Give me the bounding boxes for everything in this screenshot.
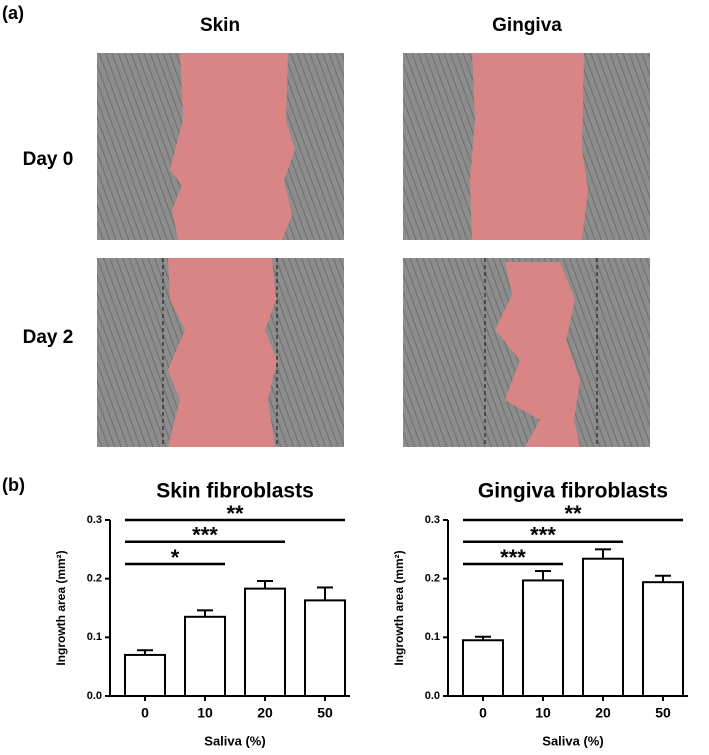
column-header: Skin — [200, 15, 240, 36]
chart-title: Gingiva fibroblasts — [478, 480, 668, 503]
row-label: Day 0 — [23, 149, 74, 170]
x-tick-label: 10 — [197, 705, 213, 721]
significance-label: *** — [500, 545, 526, 570]
x-tick-label: 50 — [655, 705, 671, 721]
micrograph — [97, 53, 344, 240]
micrograph — [97, 258, 344, 447]
significance-label: ** — [226, 501, 244, 526]
y-tick-label: 0.1 — [87, 631, 102, 643]
micrograph — [403, 258, 650, 447]
y-tick-label: 0.0 — [425, 690, 440, 702]
chart-title: Skin fibroblasts — [156, 480, 314, 503]
x-axis-label: Saliva (%) — [542, 733, 603, 748]
panel-label: (a) — [2, 3, 24, 23]
bar — [124, 653, 166, 698]
y-tick-label: 0.3 — [425, 514, 440, 526]
x-tick-label: 0 — [141, 705, 149, 721]
significance-label: ** — [564, 501, 582, 526]
x-tick-label: 20 — [595, 705, 611, 721]
x-tick-label: 50 — [317, 705, 333, 721]
y-axis-label: Ingrowth area (mm²) — [392, 550, 406, 665]
significance-label: *** — [530, 523, 556, 548]
column-header: Gingiva — [492, 15, 562, 36]
y-tick-label: 0.0 — [87, 690, 102, 702]
significance-label: * — [171, 545, 180, 570]
row-label: Day 2 — [23, 327, 74, 348]
bar — [244, 587, 286, 698]
panel-label: (b) — [2, 475, 25, 495]
x-axis-label: Saliva (%) — [204, 733, 265, 748]
x-tick-label: 0 — [479, 705, 487, 721]
bar — [462, 639, 504, 697]
y-tick-label: 0.1 — [425, 631, 440, 643]
significance-label: *** — [192, 523, 218, 548]
micrograph — [403, 53, 650, 240]
y-tick-label: 0.2 — [425, 573, 440, 585]
bar — [522, 579, 564, 698]
y-axis-label: Ingrowth area (mm²) — [54, 550, 68, 665]
bar — [184, 615, 226, 697]
y-tick-label: 0.3 — [87, 514, 102, 526]
x-tick-label: 20 — [257, 705, 273, 721]
y-tick-label: 0.2 — [87, 573, 102, 585]
bar — [642, 581, 684, 697]
x-tick-label: 10 — [535, 705, 551, 721]
bar — [304, 599, 346, 698]
bar — [582, 557, 624, 697]
